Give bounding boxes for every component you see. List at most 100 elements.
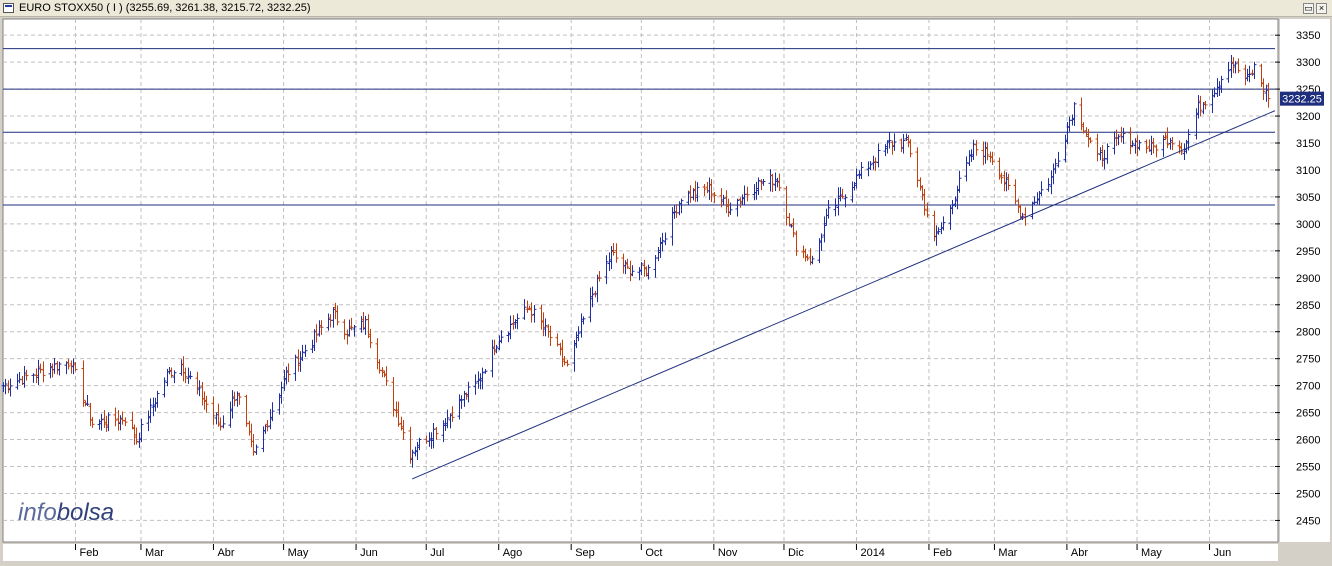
ohlc-bar bbox=[1186, 129, 1191, 151]
ohlc-bar bbox=[232, 391, 237, 407]
ohlc-bar bbox=[805, 254, 810, 261]
ohlc-bar bbox=[922, 189, 927, 216]
ohlc-bar bbox=[237, 392, 242, 405]
ohlc-bar bbox=[396, 401, 401, 427]
ohlc-bar bbox=[162, 377, 167, 398]
ohlc-bar bbox=[417, 437, 422, 451]
ohlc-bar bbox=[936, 227, 941, 235]
chart-area[interactable]: 2450 2500 2550 2600 2650 2700 2750 2800 2850 2900… bbox=[0, 17, 1332, 561]
ohlc-bar bbox=[614, 243, 619, 263]
ohlc-bar bbox=[985, 142, 990, 161]
ohlc-bar bbox=[244, 394, 249, 427]
plot-background bbox=[2, 18, 1279, 543]
ohlc-bar bbox=[1130, 140, 1135, 148]
ohlc-bar bbox=[8, 378, 13, 397]
ohlc-bar bbox=[887, 132, 892, 149]
ohlc-bar bbox=[52, 357, 57, 374]
ohlc-bar bbox=[735, 198, 740, 217]
ohlc-bar bbox=[300, 344, 305, 362]
y-tick-label: 2900 bbox=[1296, 273, 1320, 285]
ohlc-bar bbox=[1095, 133, 1100, 162]
ohlc-bar bbox=[1151, 137, 1156, 154]
ohlc-bar bbox=[974, 140, 979, 156]
y-tick-label: 3050 bbox=[1296, 192, 1320, 204]
ohlc-bar bbox=[188, 371, 193, 380]
ohlc-bar bbox=[85, 395, 90, 406]
ohlc-bar bbox=[1233, 61, 1238, 74]
ohlc-bar bbox=[868, 161, 873, 171]
ohlc-bar bbox=[1203, 101, 1208, 110]
y-tick-label: 2700 bbox=[1296, 381, 1320, 393]
ohlc-bar bbox=[3, 378, 8, 395]
last-price-tag: 3232.25 bbox=[1280, 91, 1324, 106]
ohlc-bar bbox=[319, 320, 324, 335]
ohlc-bar bbox=[639, 262, 644, 276]
y-axis-ticks: 2450 2500 2550 2600 2650 2700 2750 2800 2850 2900… bbox=[1275, 30, 1320, 527]
x-tick-label: Sep bbox=[575, 547, 595, 559]
ohlc-bar bbox=[957, 170, 962, 193]
ohlc-bar bbox=[368, 328, 373, 349]
ohlc-bar bbox=[742, 185, 747, 206]
close-button[interactable]: × bbox=[1316, 3, 1327, 14]
ohlc-bar bbox=[155, 390, 160, 408]
price-tag-label: 3232.25 bbox=[1282, 94, 1322, 106]
y-tick-label: 2950 bbox=[1296, 246, 1320, 258]
ohlc-bar bbox=[950, 199, 955, 215]
y-tick-label: 2800 bbox=[1296, 327, 1320, 339]
ohlc-bar bbox=[590, 286, 595, 308]
x-tick-label: Oct bbox=[645, 547, 662, 559]
ohlc-bar bbox=[90, 417, 95, 428]
x-tick-label: Jul bbox=[430, 547, 444, 559]
ohlc-bar bbox=[123, 417, 128, 427]
ohlc-bar bbox=[646, 264, 651, 280]
support-trendline bbox=[411, 110, 1276, 480]
ohlc-bar bbox=[964, 156, 969, 182]
ohlc-bar bbox=[532, 305, 537, 323]
ohlc-bar bbox=[251, 433, 256, 456]
ohlc-bar bbox=[391, 377, 396, 417]
ohlc-bar bbox=[410, 449, 415, 468]
x-tick-label: Jun bbox=[1214, 547, 1232, 559]
ohlc-bar bbox=[876, 143, 881, 168]
window-titlebar: EURO STOXX50 ( I ) (3255.69, 3261.38, 32… bbox=[0, 0, 1332, 17]
y-tick-label: 2850 bbox=[1296, 300, 1320, 312]
price-tag-box bbox=[1280, 91, 1324, 106]
ohlc-bar bbox=[139, 418, 144, 443]
price-axis bbox=[1280, 19, 1330, 542]
restore-button[interactable]: ▭ bbox=[1303, 3, 1314, 14]
ohlc-bar bbox=[1039, 181, 1044, 196]
x-tick-label: Mar bbox=[145, 547, 164, 559]
ohlc-bar bbox=[901, 133, 906, 154]
ohlc-bar bbox=[508, 315, 513, 340]
ohlc-bar bbox=[660, 232, 665, 252]
ohlc-bar bbox=[183, 367, 188, 384]
x-tick-label: Feb bbox=[933, 547, 952, 559]
ohlc-bar bbox=[1198, 95, 1203, 117]
chart-window-icon bbox=[3, 3, 14, 13]
x-tick-label: Jun bbox=[360, 547, 378, 559]
ohlc-bar bbox=[57, 361, 62, 376]
ohlc-bar bbox=[352, 325, 357, 337]
ohlc-bar bbox=[1105, 143, 1110, 164]
x-tick-label: Nov bbox=[718, 547, 738, 559]
ohlc-bar bbox=[1219, 75, 1224, 93]
y-tick-label: 3150 bbox=[1296, 138, 1320, 150]
ohlc-bar bbox=[377, 359, 382, 374]
y-tick-label: 3200 bbox=[1296, 111, 1320, 123]
ohlc-bar bbox=[990, 151, 995, 165]
ohlc-bar bbox=[1154, 144, 1159, 158]
ohlc-bar bbox=[466, 381, 471, 403]
y-tick-label: 2450 bbox=[1296, 515, 1320, 527]
ohlc-chart[interactable]: 2450 2500 2550 2600 2650 2700 2750 2800 2850 2900… bbox=[0, 17, 1332, 561]
ohlc-bar bbox=[819, 233, 824, 251]
ohlc-bar bbox=[833, 198, 838, 217]
ohlc-bar bbox=[1046, 178, 1051, 192]
ohlc-bar bbox=[770, 173, 775, 192]
ohlc-bar bbox=[794, 230, 799, 256]
y-tick-label: 2600 bbox=[1296, 435, 1320, 447]
time-axis bbox=[3, 544, 1278, 561]
x-axis-ticks: Feb Mar Abr May Jun Jul Ago Sep Oct Nov Dic 2014 Feb… bbox=[74, 544, 1232, 559]
ohlc-bar bbox=[499, 330, 504, 344]
ohlc-bar bbox=[99, 413, 104, 431]
y-tick-label: 3300 bbox=[1296, 57, 1320, 69]
